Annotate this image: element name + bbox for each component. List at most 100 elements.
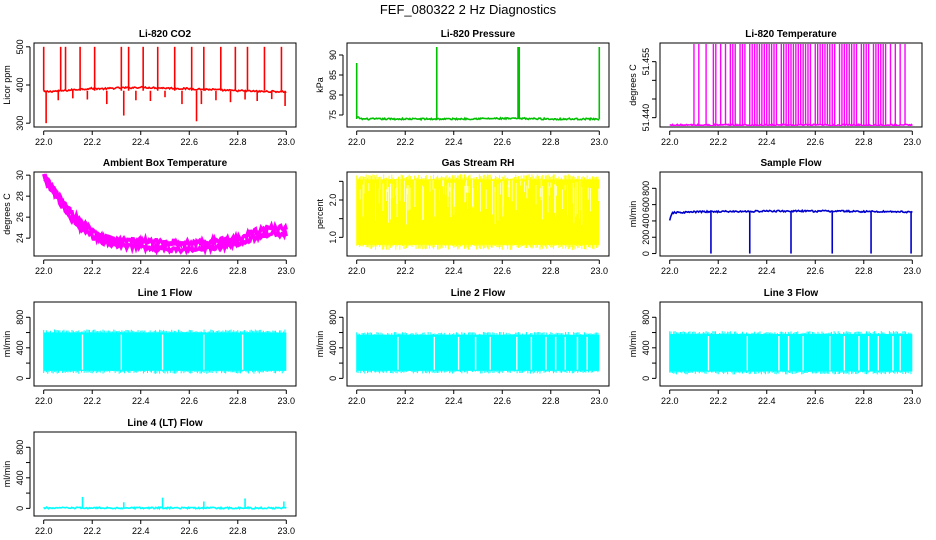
x-tick-label: 22.2 (83, 396, 101, 406)
series-line3_band-noise (669, 331, 912, 375)
y-axis-title: ml/min (2, 461, 12, 488)
y-tick-label: 51.440 (641, 104, 651, 132)
x-axis: 22.0 22.2 22.4 22.6 22.8 23.0 (661, 389, 922, 406)
series-co2_dips (45, 90, 273, 124)
y-tick-label: 400 (641, 213, 651, 228)
x-tick-label: 22.0 (661, 266, 679, 276)
x-tick-label: 22.4 (132, 396, 150, 406)
series-sample_flow_dips (710, 211, 912, 254)
x-tick-label: 22.8 (229, 266, 247, 276)
x-axis: 22.0 22.2 22.4 22.6 22.8 23.0 (35, 389, 296, 406)
plot-frame (659, 171, 923, 257)
y-axis-title: ml/min (628, 331, 638, 358)
x-tick-label: 22.8 (542, 137, 560, 147)
panel-3: Li-820 Temperature 22.0 22.2 22.4 22.6 22.8 23… (628, 29, 923, 147)
x-tick-label: 22.2 (709, 396, 727, 406)
x-axis: 22.0 22.2 22.4 22.6 22.8 23.0 (661, 259, 922, 276)
panel-9: Line 3 Flow 22.0 22.2 22.4 22.6 22.8 23.0 0 400 8… (628, 288, 923, 406)
series-line2_band-noise (356, 331, 599, 374)
x-axis: 22.0 22.2 22.4 22.6 22.8 23.0 (348, 130, 609, 147)
plot-data (355, 47, 601, 122)
x-tick-label: 22.2 (396, 266, 414, 276)
x-tick-label: 22.2 (83, 137, 101, 147)
plot-data (668, 208, 913, 254)
y-tick-label: 600 (641, 197, 651, 212)
x-axis: 22.0 22.2 22.4 22.6 22.8 23.0 (35, 130, 295, 147)
panel-2: Li-820 Pressure 22.0 22.2 22.4 22.6 22.8 23.0 7… (315, 29, 610, 147)
y-tick-label: 51.455 (641, 48, 651, 76)
plot-data (43, 329, 287, 374)
x-tick-label: 23.0 (904, 396, 922, 406)
y-tick-label: 0 (641, 376, 651, 381)
y-tick-label: 400 (15, 470, 25, 485)
x-tick-label: 22.4 (445, 396, 463, 406)
plot-data (43, 496, 287, 511)
y-axis-title: kPa (315, 77, 325, 93)
x-tick-label: 22.0 (35, 266, 53, 276)
y-tick-label: 90 (328, 50, 338, 60)
y-tick-label: 0 (328, 376, 338, 381)
x-tick-label: 23.0 (278, 396, 296, 406)
series-box_temp_upper (42, 173, 288, 253)
x-tick-label: 23.0 (591, 266, 609, 276)
x-tick-label: 22.8 (855, 396, 873, 406)
y-tick-label: 75 (328, 110, 338, 120)
series-pressure_baseline (356, 115, 600, 122)
series-co2_baseline (43, 85, 287, 94)
x-tick-label: 22.4 (758, 266, 776, 276)
y-tick-label: 0 (15, 376, 25, 381)
x-tick-label: 22.6 (180, 526, 198, 536)
y-tick-label: 26 (15, 212, 25, 222)
y-axis-title: degrees C (628, 64, 638, 106)
x-tick-label: 22.2 (709, 266, 727, 276)
x-tick-label: 22.4 (132, 137, 150, 147)
series-line1_band-noise (43, 329, 286, 374)
plot-data (42, 46, 287, 124)
panel-title: Ambient Box Temperature (103, 158, 228, 169)
panel-1: Li-820 CO2 22.0 22.2 22.4 22.6 22.8 23.0 300 400… (2, 29, 297, 147)
y-tick-label: 400 (15, 77, 25, 92)
panel-title: Line 2 Flow (451, 288, 506, 299)
x-tick-label: 22.8 (229, 526, 247, 536)
x-tick-label: 23.0 (904, 266, 922, 276)
plot-data (42, 173, 289, 255)
panel-title: Gas Stream RH (442, 158, 515, 169)
x-tick-label: 23.0 (591, 137, 609, 147)
x-tick-label: 22.4 (132, 266, 150, 276)
plot-frame (33, 42, 297, 128)
x-tick-label: 22.4 (758, 137, 776, 147)
x-tick-label: 22.8 (542, 396, 560, 406)
panel-7: Line 1 Flow 22.0 22.2 22.4 22.6 22.8 23.0 0 400 8… (2, 288, 297, 406)
x-tick-label: 22.8 (229, 137, 247, 147)
x-tick-label: 22.6 (806, 137, 824, 147)
y-axis-title: ml/min (2, 331, 12, 358)
panel-title: Line 3 Flow (764, 288, 819, 299)
x-tick-label: 22.4 (445, 137, 463, 147)
plot-frame (346, 301, 610, 387)
y-tick-label: 800 (328, 310, 338, 325)
x-tick-label: 22.6 (180, 396, 198, 406)
x-tick-label: 22.4 (445, 266, 463, 276)
x-tick-label: 22.8 (855, 137, 873, 147)
y-tick-label: 30 (15, 170, 25, 180)
y-tick-label: 0 (15, 506, 25, 511)
panel-10: Line 4 (LT) Flow 22.0 22.2 22.4 22.6 22.8 23.0… (2, 418, 297, 536)
x-tick-label: 22.8 (542, 266, 560, 276)
panel-8: Line 2 Flow 22.0 22.2 22.4 22.6 22.8 23.0 0 400 8… (315, 288, 610, 406)
x-tick-label: 22.0 (348, 266, 366, 276)
x-tick-label: 22.2 (396, 396, 414, 406)
y-tick-label: 400 (328, 340, 338, 355)
panel-5: Gas Stream RH 22.0 22.2 22.4 22.6 22.8 23.0 1.0… (315, 158, 610, 276)
x-tick-label: 22.6 (180, 266, 198, 276)
panel-6: Sample Flow 22.0 22.2 22.4 22.6 22.8 23.0 0 200 4… (628, 158, 923, 276)
plot-data (356, 174, 600, 250)
x-tick-label: 22.2 (709, 137, 727, 147)
plot-frame (659, 42, 923, 128)
